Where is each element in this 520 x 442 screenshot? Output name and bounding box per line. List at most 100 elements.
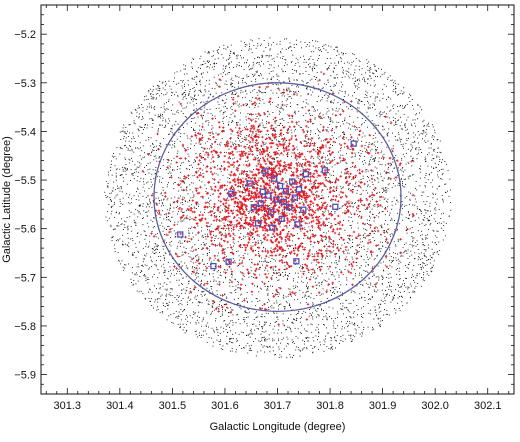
field-star-point [364,156,365,158]
field-star-point [354,77,356,79]
field-star-point [391,164,392,166]
field-star-point [171,228,173,229]
field-star-point [317,308,318,309]
field-star-point [123,224,125,226]
field-star-point [319,266,321,268]
field-star-point [247,228,249,230]
field-star-point [382,192,383,193]
field-star-point [181,274,182,276]
field-star-point [416,273,418,274]
field-star-point [271,139,273,141]
field-star-point [223,235,225,237]
field-star-point [381,142,383,143]
field-star-point [336,262,337,264]
field-star-point [357,137,358,139]
field-star-point [120,186,122,187]
field-star-point [166,293,168,295]
field-star-point [317,328,319,330]
field-star-point [351,268,353,270]
field-star-point [114,248,116,250]
field-star-point [268,298,269,300]
field-star-point [270,228,271,230]
field-star-point [401,170,403,172]
field-star-point [187,80,189,82]
field-star-point [266,176,267,178]
field-star-point [166,159,168,160]
field-star-point [352,334,354,336]
field-star-point [251,40,253,42]
field-star-point [425,237,427,239]
field-star-point [238,265,239,266]
field-star-point [195,274,197,276]
field-star-point [368,162,370,164]
field-star-point [152,144,154,145]
field-star-point [428,122,429,124]
field-star-point [145,124,146,125]
field-star-point [290,102,291,104]
field-star-point [229,279,231,281]
field-star-point [229,215,231,217]
field-star-point [421,195,423,196]
field-star-point [225,66,227,68]
field-star-point [164,271,166,273]
field-star-point [213,50,215,52]
field-star-point [208,205,210,207]
field-star-point [186,135,188,137]
field-star-point [195,323,197,325]
field-star-point [380,262,382,264]
field-star-point [352,246,353,247]
field-star-point [199,143,201,145]
field-star-point [289,195,290,197]
field-star-point [142,117,144,119]
field-star-point [436,188,438,190]
field-star-point [430,182,432,184]
field-star-point [116,147,118,149]
field-star-point [264,308,266,310]
field-star-point [249,153,251,155]
field-star-point [310,89,311,91]
field-star-point [313,76,315,77]
field-star-point [179,242,181,244]
field-star-point [394,220,395,221]
field-star-point [394,136,396,137]
field-star-point [153,97,155,99]
field-star-point [256,298,258,300]
field-star-point [369,239,371,241]
field-star-point [228,260,230,262]
field-star-point [251,262,253,264]
field-star-point [279,57,281,59]
field-star-point [393,295,395,296]
field-star-point [305,119,307,121]
field-star-point [347,238,349,239]
field-star-point [251,193,252,194]
field-star-point [144,124,146,126]
field-star-point [321,97,323,98]
field-star-point [241,191,243,192]
field-star-point [229,156,231,158]
field-star-point [245,148,247,150]
field-star-point [216,329,218,331]
field-star-point [339,291,341,293]
field-star-point [269,182,270,184]
field-star-point [134,109,136,110]
field-star-point [363,245,365,247]
field-star-point [177,109,179,111]
field-star-point [220,228,222,229]
field-star-point [347,309,349,311]
field-star-point [322,164,324,166]
field-star-point [205,191,207,192]
field-star-point [201,140,203,141]
field-star-point [234,278,236,280]
field-star-point [302,55,304,57]
field-star-point [399,169,401,171]
field-star-point [326,346,328,348]
field-star-point [164,269,166,271]
field-star-point [270,103,271,105]
field-star-point [159,179,161,181]
field-star-point [195,234,197,236]
field-star-point [239,136,241,137]
field-star-point [282,320,284,322]
field-star-point [431,124,433,126]
field-star-point [184,200,186,202]
field-star-point [258,324,260,326]
